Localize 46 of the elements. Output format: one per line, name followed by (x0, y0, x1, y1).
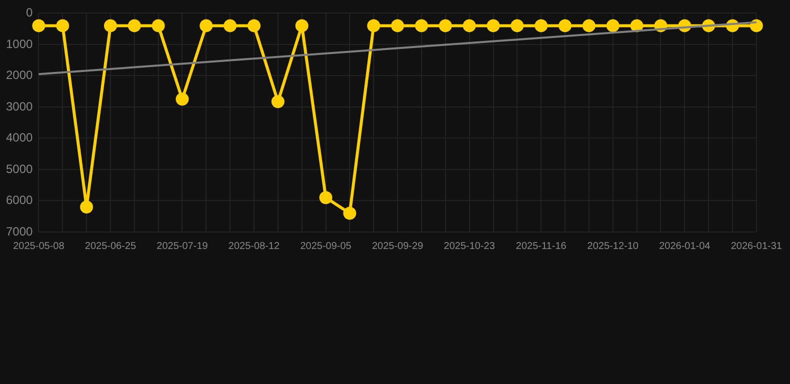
point (152, 19, 165, 32)
x-tick-label: 2026-01-04 (659, 240, 711, 252)
point (295, 19, 308, 32)
point (582, 19, 596, 32)
point (367, 19, 380, 32)
x-tick-label: 2025-09-05 (300, 240, 352, 252)
y-tick-label: 5000 (6, 162, 34, 176)
x-tick-label: 2025-08-12 (228, 240, 280, 252)
point (80, 200, 94, 214)
point (510, 19, 524, 32)
point (534, 19, 548, 32)
x-tick-label: 2025-11-16 (516, 240, 567, 252)
point (56, 19, 70, 32)
point (104, 19, 117, 32)
point (176, 92, 189, 106)
point (248, 19, 261, 32)
point (630, 19, 644, 32)
x-tick-label: 2025-10-23 (444, 240, 496, 252)
point (462, 19, 476, 32)
point (438, 19, 452, 32)
point (32, 19, 46, 32)
x-tick-label: 2025-07-19 (156, 240, 208, 252)
point (224, 19, 237, 32)
y-tick-label: 3000 (6, 99, 34, 114)
y-tick-label: 2000 (6, 68, 34, 82)
point (558, 19, 572, 32)
point (606, 19, 620, 32)
y-tick-label: 1000 (6, 36, 34, 51)
point (319, 191, 332, 204)
y-tick-label: 0 (26, 6, 34, 20)
y-tick-label: 7000 (6, 224, 34, 238)
point (200, 19, 213, 32)
point (391, 19, 404, 32)
x-tick-label: 2025-06-25 (84, 240, 136, 252)
x-tick-label: 2026-01-31 (730, 240, 782, 252)
x-tick-label: 2025-09-29 (372, 240, 424, 252)
point (414, 19, 428, 32)
point (343, 206, 356, 220)
y-tick-label: 4000 (6, 130, 34, 145)
x-tick-label: 2025-05-08 (13, 240, 65, 252)
point (750, 19, 763, 32)
y-tick-label: 6000 (6, 193, 34, 208)
point (271, 95, 284, 108)
point (486, 19, 500, 32)
x-tick-label: 2025-12-10 (587, 240, 639, 252)
point (128, 19, 141, 32)
